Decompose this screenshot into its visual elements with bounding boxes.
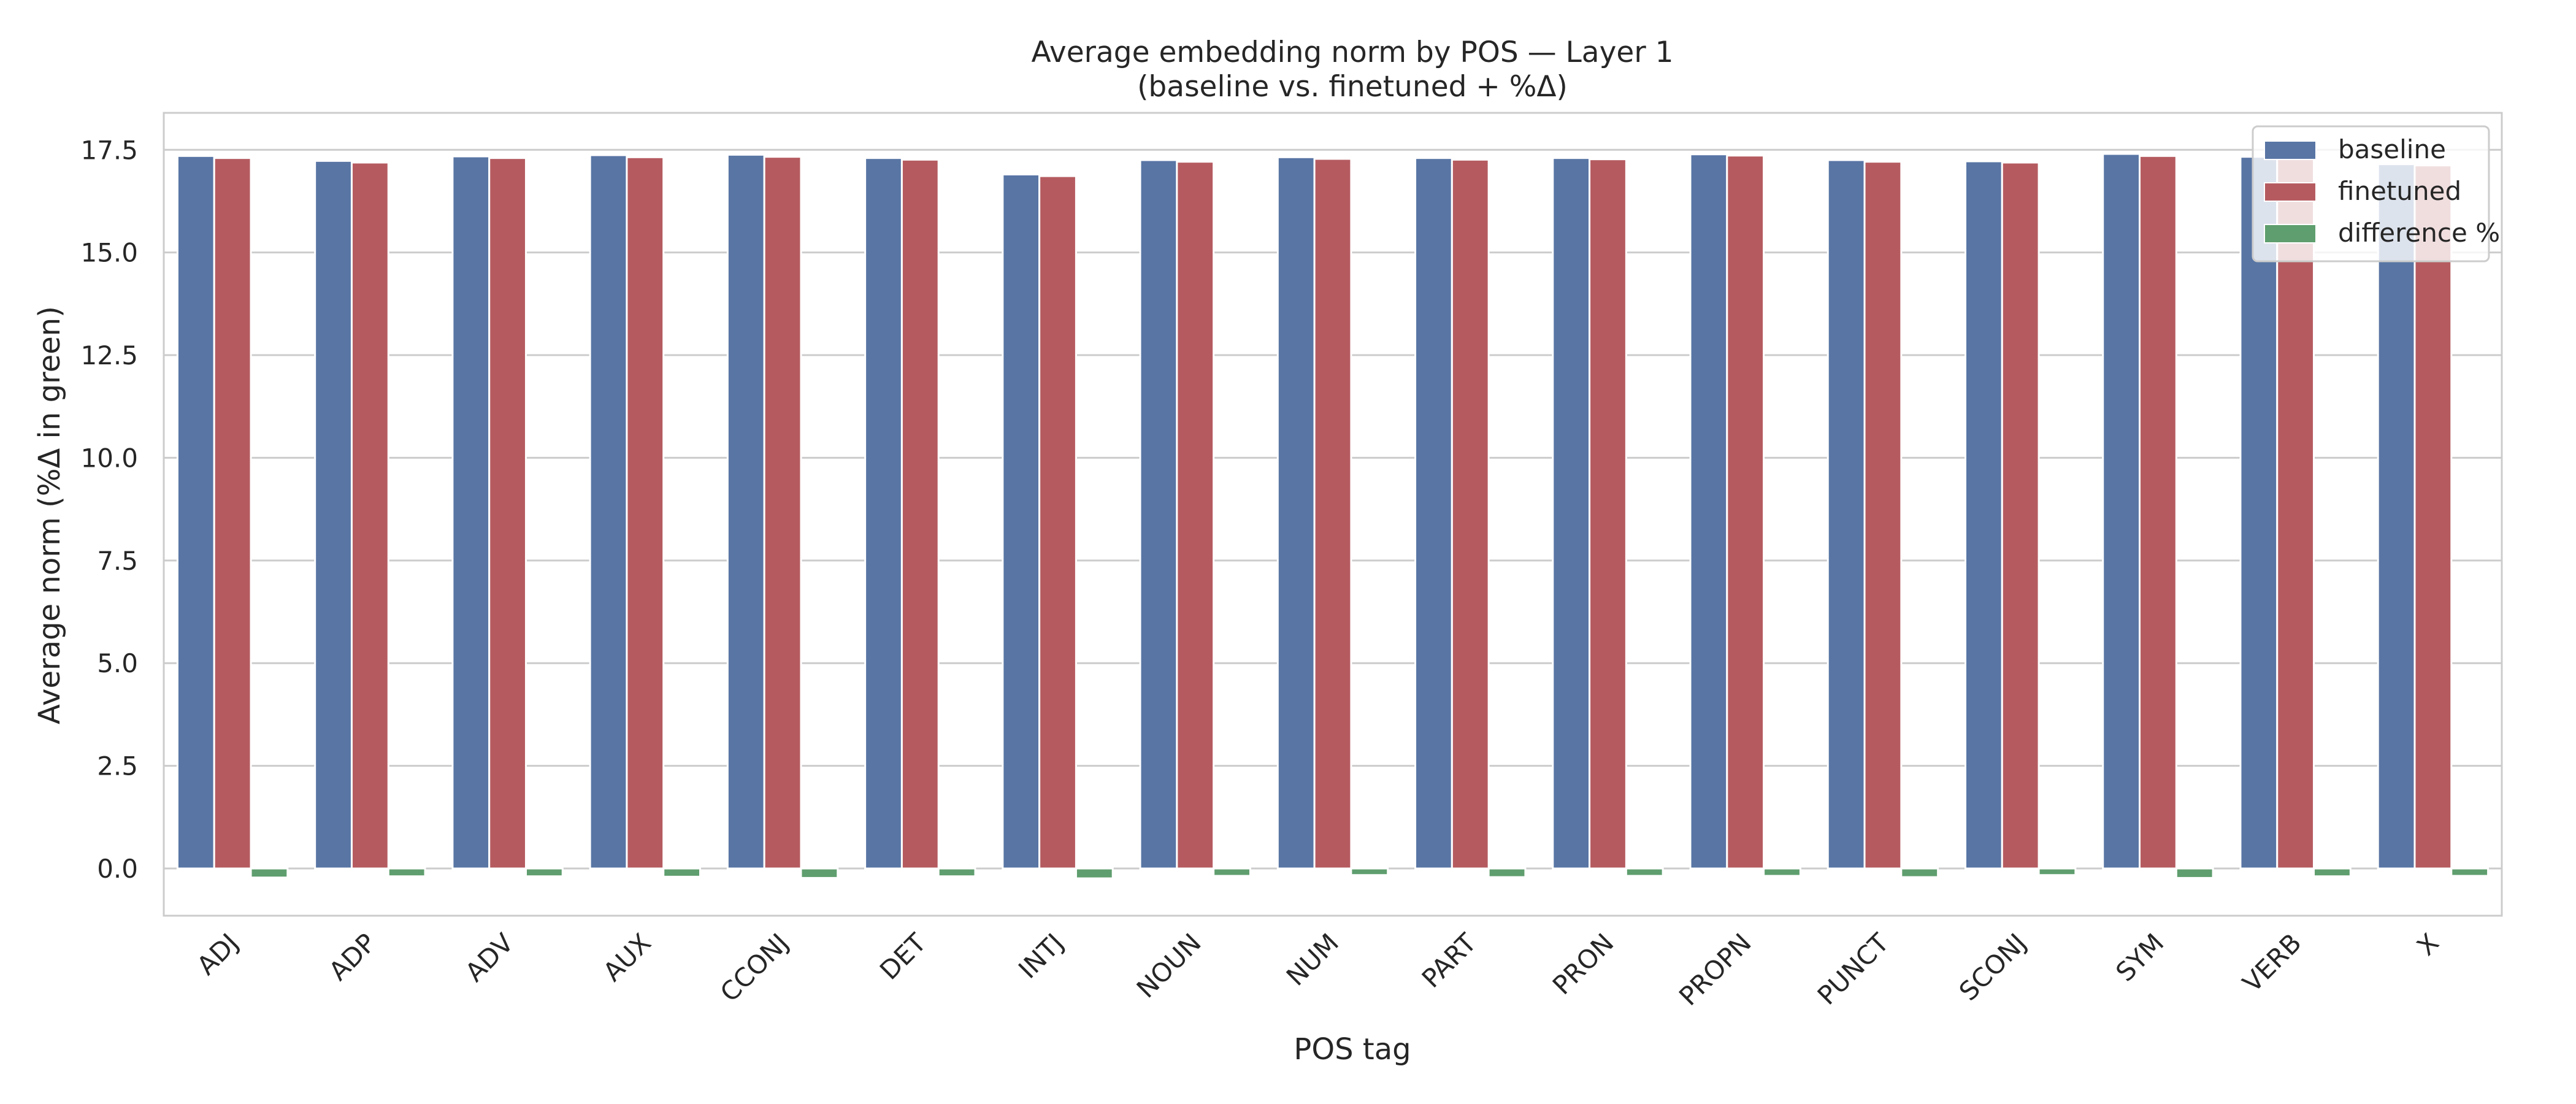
x-tick-label: NUM <box>1281 927 1344 991</box>
bar <box>1002 173 1041 870</box>
bar <box>763 156 802 870</box>
plot-frame <box>163 112 2503 917</box>
bar <box>250 867 289 879</box>
bar <box>1625 867 1664 877</box>
plot-area <box>163 112 2503 917</box>
bar <box>1589 158 1627 870</box>
x-tick-label: NOUN <box>1131 927 1207 1003</box>
bar <box>662 867 702 878</box>
bar <box>1176 161 1215 870</box>
bar <box>2102 153 2141 870</box>
y-tick-label: 2.5 <box>97 751 138 781</box>
bar <box>2450 867 2490 877</box>
x-tick-label: ADJ <box>191 927 245 981</box>
x-tick-label: ADP <box>323 927 382 986</box>
bar <box>387 867 426 878</box>
bar <box>350 161 389 870</box>
bar <box>1552 157 1591 870</box>
x-axis-label: POS tag <box>1294 1032 1411 1067</box>
bars <box>176 153 2490 880</box>
legend-label: finetuned <box>2338 176 2461 206</box>
bar <box>2175 867 2214 879</box>
x-tick-label: X <box>2411 927 2445 961</box>
bar <box>2037 867 2077 876</box>
bar <box>2239 156 2279 870</box>
bar <box>900 158 940 870</box>
bar <box>937 867 976 878</box>
x-tick-label: PUNCT <box>1812 927 1895 1011</box>
legend-label: baseline <box>2338 134 2446 164</box>
x-tick-label: INTJ <box>1013 927 1070 984</box>
bar <box>524 867 564 878</box>
x-ticks: ADJ ADP ADV AUX CCONJ DET INTJ NOUN NUM PART PRON P… <box>191 927 2445 1011</box>
x-tick-label: AUX <box>597 927 657 987</box>
bar <box>213 157 252 870</box>
bar <box>1350 867 1389 876</box>
bar <box>800 867 839 879</box>
bar <box>1451 158 1490 870</box>
x-tick-label: PRON <box>1547 927 1620 1000</box>
x-tick-label: CCONJ <box>715 927 794 1007</box>
y-axis-label: Average norm (%Δ in green) <box>33 306 67 724</box>
bar <box>1900 867 1939 878</box>
bar <box>1964 160 2003 870</box>
y-tick-label: 12.5 <box>80 340 138 370</box>
bar <box>626 156 665 870</box>
bar <box>2413 164 2453 870</box>
bar <box>864 157 903 870</box>
bar <box>1313 158 1352 870</box>
bar <box>726 153 765 870</box>
x-tick-label: PART <box>1416 927 1482 994</box>
bar <box>1139 159 1178 870</box>
x-tick-label: SYM <box>2110 927 2169 987</box>
bar <box>1276 156 1316 870</box>
x-tick-label: ADV <box>459 927 519 987</box>
bar <box>1213 867 1251 877</box>
bar <box>176 155 215 870</box>
y-tick-label: 15.0 <box>80 238 138 268</box>
bar <box>1038 175 1077 870</box>
x-tick-label: PROPN <box>1673 927 1757 1011</box>
bar <box>314 159 353 870</box>
legend-swatch <box>2264 182 2317 202</box>
bar <box>1075 867 1114 880</box>
y-tick-label: 0.0 <box>97 854 138 884</box>
bar <box>2001 161 2040 870</box>
bar <box>1827 159 1866 870</box>
bar <box>1689 153 1728 870</box>
bar <box>2276 157 2315 870</box>
bar <box>488 157 527 870</box>
bar <box>1414 157 1453 870</box>
bar <box>1726 155 1765 870</box>
y-tick-label: 5.0 <box>97 648 138 678</box>
bar <box>2139 155 2177 870</box>
bar <box>451 155 491 870</box>
y-tick-label: 7.5 <box>97 546 138 576</box>
bar <box>589 154 628 870</box>
bar <box>1487 867 1527 878</box>
y-tick-label: 10.0 <box>80 443 138 473</box>
legend: baseline finetuned difference % <box>2252 125 2500 263</box>
legend-swatch <box>2264 140 2317 160</box>
x-tick-label: SCONJ <box>1953 927 2033 1006</box>
chart-title: Average embedding norm by POS — Layer 1 <box>1032 36 1674 69</box>
x-tick-label: VERB <box>2237 927 2307 998</box>
bar <box>2377 163 2416 870</box>
chart-subtitle: (baseline vs. finetuned + %Δ) <box>1137 70 1568 104</box>
bar <box>1863 161 1903 870</box>
legend-label: difference % <box>2338 218 2500 248</box>
bar <box>2313 867 2352 878</box>
y-ticks: 0.0 2.5 5.0 7.5 10.0 12.5 15.0 17.5 <box>80 135 138 884</box>
x-tick-label: DET <box>874 927 932 986</box>
y-tick-label: 17.5 <box>80 135 138 165</box>
legend-swatch <box>2264 224 2317 243</box>
bar <box>1763 867 1801 877</box>
